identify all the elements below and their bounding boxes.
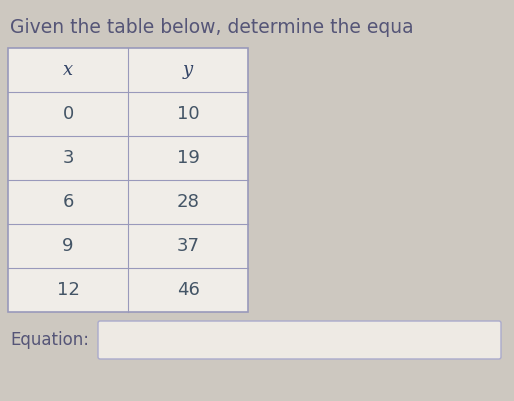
- Text: 9: 9: [62, 237, 74, 255]
- Text: 12: 12: [57, 281, 80, 299]
- Text: 0: 0: [62, 105, 74, 123]
- Text: 3: 3: [62, 149, 74, 167]
- Text: y: y: [183, 61, 193, 79]
- Text: Equation:: Equation:: [10, 331, 89, 349]
- Text: 28: 28: [177, 193, 199, 211]
- Bar: [8, 48, 248, 312]
- Text: x: x: [63, 61, 73, 79]
- Text: Given the table below, determine the equa: Given the table below, determine the equ…: [10, 18, 414, 37]
- Text: 6: 6: [62, 193, 74, 211]
- Text: 10: 10: [177, 105, 199, 123]
- Text: 19: 19: [177, 149, 199, 167]
- Text: 37: 37: [176, 237, 199, 255]
- FancyBboxPatch shape: [98, 321, 501, 359]
- Text: 46: 46: [177, 281, 199, 299]
